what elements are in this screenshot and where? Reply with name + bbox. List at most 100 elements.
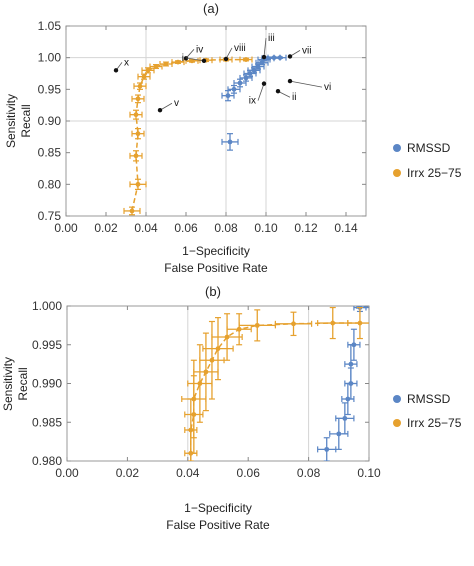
panel-a-label: (a) — [203, 1, 219, 16]
annotation-label: v — [174, 98, 179, 109]
panel-b-ylabel: Sensitivity — [1, 357, 15, 411]
annotation-point — [157, 108, 163, 113]
data-point-rmssd — [227, 139, 233, 145]
panel-a: (a) 0.00 0.02 0.04 0.06 0.08 0.10 0.12 0.14 0.75… — [4, 1, 462, 275]
annotation-leader — [257, 83, 265, 101]
panel-a-legend-irrx-label: Irrx 25−75 — [407, 166, 462, 180]
annotation-label: iii — [268, 33, 275, 44]
data-point-irrx — [224, 334, 230, 340]
data-point-irrx — [209, 357, 215, 363]
data-point-rmssd — [277, 55, 283, 61]
data-point-irrx — [291, 321, 296, 327]
y-tick-label: 0.995 — [32, 338, 62, 352]
y-tick-label: 0.85 — [38, 146, 62, 160]
data-point-rmssd — [336, 431, 342, 437]
data-point-rmssd — [363, 306, 369, 309]
panel-b-legend-rmssd-label: RMSSD — [407, 392, 451, 406]
y-tick-label: 0.75 — [38, 209, 62, 223]
x-tick-label: 0.02 — [116, 466, 140, 480]
annotation-leader — [277, 90, 291, 98]
data-point-irrx — [153, 64, 159, 69]
panel-a-ylabel-2: Recall — [19, 104, 33, 137]
plot-area — [181, 306, 369, 461]
y-tick-label: 0.95 — [38, 82, 62, 96]
annotation-label: i — [182, 53, 184, 64]
x-tick-label: 0.10 — [357, 466, 381, 480]
data-point-rmssd — [351, 342, 357, 348]
data-point-irrx — [141, 74, 147, 80]
annotation-leader — [185, 57, 205, 62]
x-tick-label: 0.12 — [294, 221, 318, 235]
panel-b: (b) 0.00 0.02 0.04 0.06 0.08 0.100.9800.9850.… — [1, 284, 462, 532]
y-tick-label: 1.05 — [38, 19, 62, 33]
data-point-irrx — [243, 57, 249, 62]
data-point-irrx — [236, 326, 242, 332]
y-tick-label: 0.985 — [32, 415, 62, 429]
panel-a-legend-irrx-marker — [393, 169, 401, 177]
annotation-point — [261, 81, 267, 86]
x-tick-label: 0.10 — [254, 221, 278, 235]
data-point-irrx — [133, 112, 139, 118]
x-tick-label: 0.14 — [334, 221, 358, 235]
annotation-point — [261, 54, 267, 60]
x-tick-label: 0.08 — [214, 221, 238, 235]
annotation-point — [275, 89, 281, 94]
annotation-label: ix — [249, 96, 256, 107]
y-tick-label: 0.980 — [32, 454, 62, 468]
panel-a-annotations: x iv i viii iii vii vi ix ii v — [113, 33, 331, 113]
data-point-rmssd — [255, 64, 261, 69]
panel-b-legend-rmssd-marker — [393, 395, 401, 403]
annotation-point — [113, 68, 119, 73]
annotation-point — [183, 56, 189, 61]
panel-b-ticks: 0.00 0.02 0.04 0.06 0.08 0.10 0.980 0.985 0.990 0… — [32, 299, 381, 480]
y-tick-label: 0.90 — [38, 114, 62, 128]
panel-a-ticks: 0.00 0.02 0.04 0.06 0.08 0.10 0.12 0.14 0.75 0.80… — [38, 19, 366, 235]
x-tick-label: 0.04 — [134, 221, 158, 235]
y-tick-label: 0.80 — [38, 177, 62, 191]
annotation-point — [223, 56, 229, 62]
data-point-irrx — [357, 320, 363, 326]
panel-a-legend-rmssd-label: RMSSD — [407, 141, 451, 155]
data-point-rmssd — [237, 80, 243, 86]
data-point-rmssd — [345, 396, 351, 402]
series-line-irrx — [131, 58, 246, 212]
data-point-irrx — [135, 181, 141, 187]
panel-a-legend-rmssd-marker — [393, 144, 401, 152]
data-point-rmssd — [324, 446, 330, 452]
data-point-rmssd — [342, 415, 348, 421]
y-tick-label: 0.990 — [32, 377, 62, 391]
data-point-irrx — [330, 320, 336, 326]
annotation-label: ii — [292, 92, 296, 103]
annotation-point — [287, 54, 293, 59]
data-point-irrx — [129, 208, 135, 214]
panel-a-legend: RMSSD Irrx 25−75 — [393, 141, 462, 180]
annotation-label: vi — [324, 82, 331, 93]
data-point-irrx — [133, 153, 139, 159]
y-tick-label: 1.00 — [38, 51, 62, 65]
panel-b-marks — [181, 306, 369, 461]
data-point-irrx — [203, 369, 209, 375]
data-point-irrx — [189, 58, 195, 64]
data-point-irrx — [215, 346, 221, 352]
data-point-irrx — [135, 96, 141, 102]
annotation-label: viii — [234, 43, 246, 54]
x-tick-label: 0.04 — [176, 466, 200, 480]
annotation-leader — [159, 102, 173, 111]
data-point-rmssd — [225, 93, 231, 99]
panel-a-xlabel: 1−Specificity — [182, 244, 250, 258]
data-point-irrx — [175, 59, 181, 65]
x-tick-label: 0.08 — [297, 466, 321, 480]
x-tick-label: 0.00 — [55, 466, 79, 480]
data-point-irrx — [191, 396, 197, 402]
data-point-rmssd — [231, 86, 237, 92]
panel-b-legend: RMSSD Irrx 25−75 — [393, 392, 462, 430]
annotation-label: x — [124, 57, 129, 68]
annotation-label: iv — [196, 44, 203, 55]
panel-b-xlabel-2: False Positive Rate — [166, 518, 270, 532]
annotation-leader — [263, 37, 267, 58]
x-tick-label: 0.00 — [54, 221, 78, 235]
annotation-label: vii — [302, 45, 311, 56]
x-tick-label: 0.06 — [174, 221, 198, 235]
data-point-irrx — [254, 322, 260, 328]
